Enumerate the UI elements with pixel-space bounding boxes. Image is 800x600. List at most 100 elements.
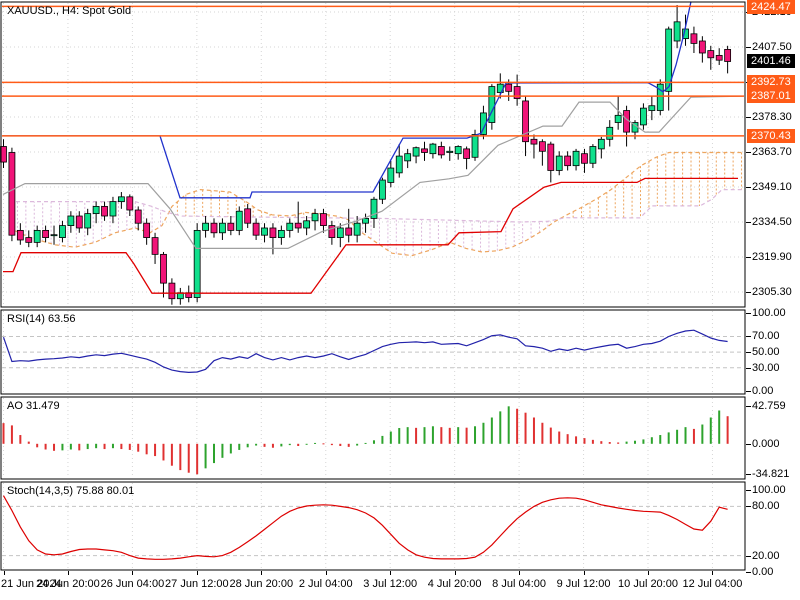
rsi-tick-label-tick	[746, 391, 751, 392]
ao-down-bar	[415, 427, 418, 444]
ao-up-bar	[474, 426, 477, 444]
ao-tick-label: 42.759	[752, 400, 786, 413]
ao-grid	[3, 398, 713, 478]
ao-up-bar	[431, 426, 434, 444]
bull-candle	[336, 227, 344, 238]
rsi-tick-label: 70.00	[752, 330, 780, 343]
bear-candle	[126, 196, 134, 211]
level-price-badge: 2392.73	[747, 75, 795, 90]
bull-candle	[193, 229, 201, 298]
ao-down-bar	[44, 443, 47, 450]
ao-down-bar	[524, 412, 527, 444]
bull-candle	[202, 222, 209, 231]
ao-up-bar	[238, 443, 241, 450]
time-axis-label: 21 Jun 2024	[1, 578, 62, 590]
ao-up-bar	[356, 443, 359, 446]
bear-candle	[463, 148, 471, 159]
ao-tick-label-tick	[746, 406, 751, 407]
level-price-badge: 2370.43	[747, 128, 795, 143]
ao-down-bar	[137, 443, 140, 452]
ao-up-bar	[718, 410, 721, 444]
time-axis-tick	[455, 571, 456, 575]
bear-candle	[421, 148, 428, 153]
bear-candle	[698, 40, 706, 54]
time-axis-tick	[519, 571, 520, 575]
bear-candle	[707, 50, 715, 59]
stoch-tick-label-tick	[746, 506, 751, 507]
ao-up-bar	[305, 443, 308, 445]
ao-down-bar	[322, 443, 325, 445]
bear-candle	[160, 253, 167, 284]
ao-up-bar	[229, 443, 232, 454]
bull-candle	[50, 234, 58, 237]
ao-up-bar	[398, 428, 401, 444]
stoch-line	[2, 495, 728, 560]
time-axis-label: 3 Jul 12:00	[363, 578, 418, 590]
ao-down-bar	[103, 443, 106, 450]
bull-candle	[33, 229, 41, 243]
rsi-tick-label: 0.00	[752, 385, 774, 398]
bear-candle	[210, 222, 218, 234]
bull-candle	[67, 215, 75, 226]
stoch-tick-label-tick	[746, 556, 751, 557]
price-tick-label: 2334.50	[752, 215, 792, 228]
stoch-tick-label-tick	[746, 572, 751, 573]
bear-candle	[269, 227, 277, 238]
stoch-tick-label: 80.00	[752, 500, 780, 513]
ao-down-bar	[196, 443, 199, 475]
price-tick-label: 2363.70	[752, 145, 792, 158]
ao-down-bar	[27, 441, 30, 444]
ao-down-bar	[263, 443, 266, 447]
ao-down-bar	[347, 443, 350, 447]
ao-up-bar	[684, 427, 687, 444]
bull-candle	[277, 229, 285, 238]
time-axis-tick	[261, 571, 262, 575]
stoch-tick-label: 100.00	[752, 484, 786, 496]
ao-up-bar	[709, 417, 712, 444]
ao-up-bar	[255, 443, 258, 446]
bull-candle	[387, 167, 395, 183]
bear-candle	[715, 54, 723, 61]
bull-candle	[446, 150, 454, 153]
rsi-panel-border	[0, 309, 746, 395]
time-axis-tick	[326, 571, 327, 575]
bull-candle	[235, 210, 243, 231]
rsi-line	[2, 329, 728, 374]
bear-candle	[101, 206, 108, 217]
bear-candle	[522, 100, 529, 143]
bull-candle	[673, 21, 681, 42]
bear-candle	[690, 33, 698, 44]
bear-candle	[538, 141, 546, 152]
ao-down-bar	[339, 443, 342, 446]
ao-down-bar	[330, 443, 333, 446]
ao-up-bar	[423, 427, 426, 444]
ao-down-bar	[187, 443, 190, 473]
bear-candle	[143, 222, 151, 238]
ao-up-bar	[667, 432, 670, 444]
bear-candle	[42, 229, 49, 238]
rsi-tick-label-tick	[746, 368, 751, 369]
bear-candle	[724, 48, 732, 62]
ao-up-bar	[389, 431, 392, 444]
rsi-tick-label-tick	[746, 336, 751, 337]
bear-candle	[168, 282, 176, 300]
ao-down-bar	[154, 443, 157, 457]
ao-tick-label: 0.000	[752, 437, 780, 450]
chart-symbol-title: XAUUSD., H4: Spot Gold	[7, 5, 132, 17]
ao-down-bar	[726, 416, 729, 444]
bull-candle	[59, 225, 66, 238]
rsi-indicator-label: RSI(14) 63.56	[7, 313, 76, 325]
ao-up-bar	[204, 443, 207, 469]
time-axis-tick	[584, 571, 585, 575]
ao-down-bar	[170, 443, 173, 466]
bull-candle	[555, 155, 563, 171]
price-tick-label: 2319.90	[752, 250, 792, 263]
ao-histogram	[2, 406, 729, 475]
bear-candle	[581, 153, 588, 164]
price-tick-label-tick	[746, 47, 751, 48]
bear-candle	[244, 208, 252, 224]
ao-down-bar	[532, 417, 535, 444]
time-axis-label: 10 Jul 20:00	[618, 578, 678, 590]
time-axis-tick	[390, 571, 391, 575]
